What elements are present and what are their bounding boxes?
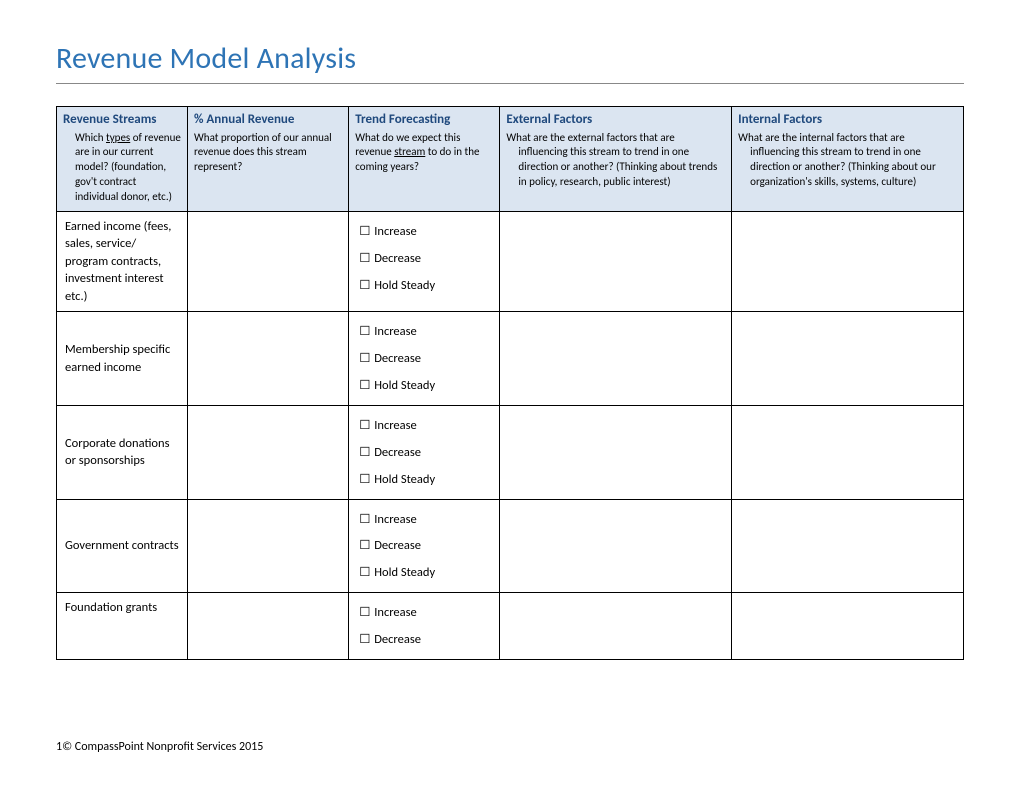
external-factors-cell [500,211,732,312]
column-title: % Annual Revenue [194,111,342,129]
column-subtitle: What proportion of our annual revenue do… [194,131,342,176]
revenue-stream-label: Corporate donations or sponsorships [57,405,188,499]
revenue-stream-label: Earned income (fees, sales, service/ pro… [57,211,188,312]
column-title: Internal Factors [738,111,957,129]
internal-factors-cell [732,211,964,312]
forecast-option-label: Increase [374,512,417,527]
column-title: Trend Forecasting [355,111,493,129]
table-row: Membership specific earned income ☐ Increa… [57,312,964,406]
column-subtitle: What are the internal factors that arein… [738,131,957,190]
external-factors-cell [500,499,732,593]
checkbox-icon: ☐ [359,224,370,241]
forecast-option[interactable]: ☐ Increase [359,605,489,622]
internal-factors-cell [732,499,964,593]
checkbox-icon: ☐ [359,565,370,582]
forecast-option-label: Hold Steady [374,565,435,580]
column-title: Revenue Streams [63,111,181,129]
forecast-cell: ☐ Increase ☐ Decrease ☐ Hold Steady [349,405,500,499]
table-row: Government contracts ☐ Increase ☐ Decrease ☐ H… [57,499,964,593]
forecast-option-label: Decrease [374,251,421,266]
column-subtitle: What are the external factors that arein… [506,131,725,190]
forecast-option-label: Hold Steady [374,278,435,293]
checkbox-icon: ☐ [359,632,370,649]
forecast-cell: ☐ Increase ☐ Decrease [349,593,500,660]
external-factors-cell [500,593,732,660]
checkbox-icon: ☐ [359,278,370,295]
checkbox-icon: ☐ [359,378,370,395]
table-row: Earned income (fees, sales, service/ pro… [57,211,964,312]
forecast-option-label: Decrease [374,538,421,553]
annual-revenue-cell [188,499,349,593]
forecast-option-label: Hold Steady [374,378,435,393]
forecast-option[interactable]: ☐ Decrease [359,251,489,268]
forecast-option[interactable]: ☐ Increase [359,224,489,241]
forecast-option-label: Increase [374,605,417,620]
page-footer: 1© CompassPoint Nonprofit Services 2015 [56,740,263,754]
forecast-option-label: Decrease [374,632,421,647]
forecast-option-label: Increase [374,324,417,339]
column-header: % Annual Revenue What proportion of our a… [188,107,349,212]
forecast-option[interactable]: ☐ Increase [359,418,489,435]
revenue-table: Revenue Streams Which types of revenue ar… [56,106,964,660]
table-row: Corporate donations or sponsorships ☐ Incr… [57,405,964,499]
checkbox-icon: ☐ [359,251,370,268]
forecast-option[interactable]: ☐ Hold Steady [359,278,489,295]
forecast-option-label: Hold Steady [374,472,435,487]
column-header: Revenue Streams Which types of revenue ar… [57,107,188,212]
column-title: External Factors [506,111,725,129]
annual-revenue-cell [188,593,349,660]
column-header: Internal Factors What are the internal fa… [732,107,964,212]
checkbox-icon: ☐ [359,605,370,622]
forecast-option-label: Decrease [374,351,421,366]
column-subtitle: Which types of revenue are in our curren… [63,131,181,205]
page-title: Revenue Model Analysis [56,40,964,77]
forecast-option-label: Increase [374,418,417,433]
external-factors-cell [500,312,732,406]
forecast-option[interactable]: ☐ Hold Steady [359,472,489,489]
forecast-cell: ☐ Increase ☐ Decrease ☐ Hold Steady [349,312,500,406]
forecast-option-label: Increase [374,224,417,239]
table-row: Foundation grants ☐ Increase ☐ Decrease [57,593,964,660]
forecast-option[interactable]: ☐ Hold Steady [359,565,489,582]
forecast-option[interactable]: ☐ Increase [359,512,489,529]
forecast-option[interactable]: ☐ Increase [359,324,489,341]
table-header-row: Revenue Streams Which types of revenue ar… [57,107,964,212]
title-rule [56,83,964,84]
revenue-stream-label: Government contracts [57,499,188,593]
column-header: Trend Forecasting What do we expect this … [349,107,500,212]
forecast-option[interactable]: ☐ Hold Steady [359,378,489,395]
forecast-option[interactable]: ☐ Decrease [359,445,489,462]
column-subtitle: What do we expect this revenue stream to… [355,131,493,176]
checkbox-icon: ☐ [359,512,370,529]
checkbox-icon: ☐ [359,418,370,435]
annual-revenue-cell [188,312,349,406]
internal-factors-cell [732,405,964,499]
internal-factors-cell [732,312,964,406]
internal-factors-cell [732,593,964,660]
checkbox-icon: ☐ [359,538,370,555]
annual-revenue-cell [188,405,349,499]
annual-revenue-cell [188,211,349,312]
revenue-stream-label: Foundation grants [57,593,188,660]
forecast-cell: ☐ Increase ☐ Decrease ☐ Hold Steady [349,211,500,312]
checkbox-icon: ☐ [359,324,370,341]
checkbox-icon: ☐ [359,472,370,489]
forecast-cell: ☐ Increase ☐ Decrease ☐ Hold Steady [349,499,500,593]
revenue-stream-label: Membership specific earned income [57,312,188,406]
checkbox-icon: ☐ [359,351,370,368]
column-header: External Factors What are the external fa… [500,107,732,212]
external-factors-cell [500,405,732,499]
checkbox-icon: ☐ [359,445,370,462]
forecast-option-label: Decrease [374,445,421,460]
forecast-option[interactable]: ☐ Decrease [359,351,489,368]
forecast-option[interactable]: ☐ Decrease [359,632,489,649]
forecast-option[interactable]: ☐ Decrease [359,538,489,555]
